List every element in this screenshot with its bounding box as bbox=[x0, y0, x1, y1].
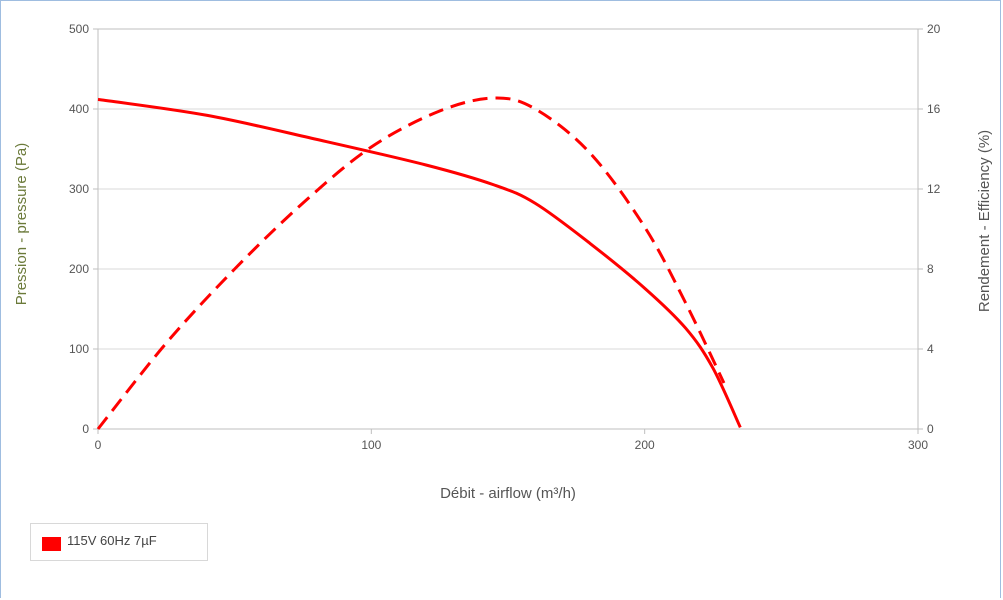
y2-tick-label: 16 bbox=[927, 102, 941, 116]
y-tick-label: 0 bbox=[82, 422, 89, 436]
y-axis-title-left: Pression - pressure (Pa) bbox=[13, 143, 30, 306]
legend-label: 115V 60Hz 7µF bbox=[67, 533, 157, 548]
x-tick-label: 200 bbox=[635, 438, 655, 452]
y-tick-label: 400 bbox=[69, 102, 89, 116]
efficiency-curve bbox=[96, 96, 726, 430]
legend[interactable]: 115V 60Hz 7µF bbox=[30, 523, 208, 561]
legend-swatch bbox=[42, 537, 61, 551]
y-axis-title-right: Rendement - Efficiency (%) bbox=[976, 130, 993, 312]
pressure-curve bbox=[97, 97, 742, 429]
y-tick-label: 300 bbox=[69, 182, 89, 196]
y2-tick-label: 20 bbox=[927, 22, 941, 36]
y2-tick-label: 4 bbox=[927, 342, 934, 356]
y-tick-label: 100 bbox=[69, 342, 89, 356]
y2-tick-label: 8 bbox=[927, 262, 934, 276]
y2-tick-label: 0 bbox=[927, 422, 934, 436]
x-tick-label: 0 bbox=[95, 438, 102, 452]
x-axis-title: Débit - airflow (m³/h) bbox=[440, 485, 576, 502]
y-tick-label: 200 bbox=[69, 262, 89, 276]
x-tick-label: 300 bbox=[908, 438, 928, 452]
x-tick-label: 100 bbox=[361, 438, 381, 452]
y-tick-label: 500 bbox=[69, 22, 89, 36]
y2-tick-label: 12 bbox=[927, 182, 941, 196]
